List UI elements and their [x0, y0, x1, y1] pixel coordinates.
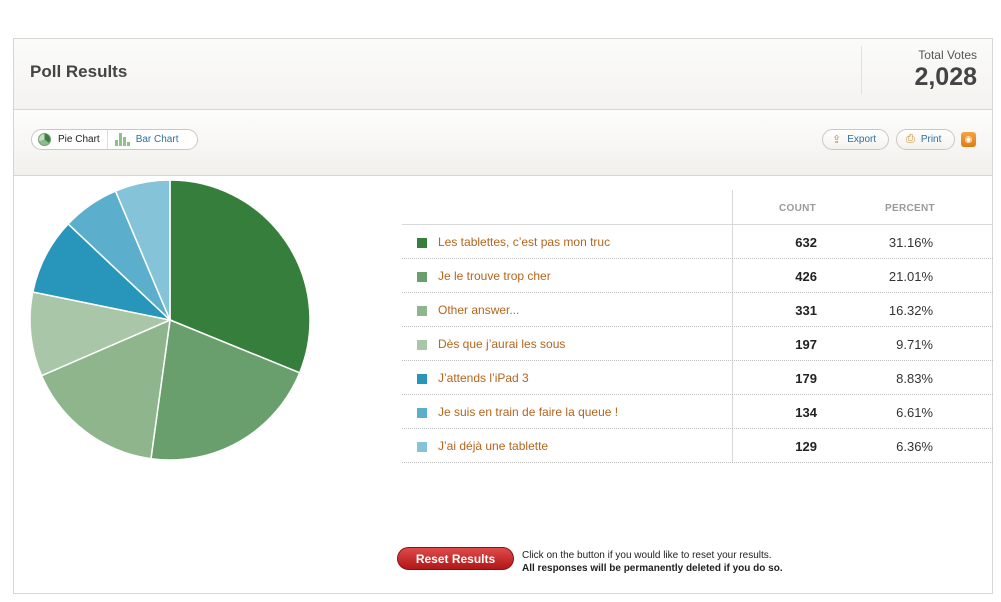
export-button[interactable]: ⇪ Export — [822, 129, 889, 150]
count-column-header: COUNT — [779, 203, 817, 214]
printer-icon: ⎙ — [906, 133, 915, 145]
header-divider — [861, 46, 862, 94]
print-label: Print — [920, 134, 942, 145]
answer-count: 331 — [795, 303, 817, 318]
answer-label[interactable]: Je le trouve trop cher — [438, 269, 551, 283]
legend-swatch — [417, 306, 427, 316]
pie-slice[interactable] — [150, 318, 301, 461]
pie-slice[interactable] — [40, 318, 171, 460]
pie-chart-tab[interactable]: Pie Chart — [32, 130, 108, 149]
answer-percent: 21.01% — [888, 269, 933, 284]
results-table: Les tablettes, c’est pas mon truc 632 31.1… — [402, 224, 993, 463]
print-button[interactable]: ⎙ Print — [896, 129, 955, 150]
page-title: Poll Results — [30, 62, 128, 81]
chart-type-toggle: Pie Chart Bar Chart — [31, 129, 198, 150]
answer-percent: 8.83% — [896, 371, 933, 386]
answer-count: 179 — [795, 371, 817, 386]
reset-results-button[interactable]: Reset Results — [397, 547, 514, 570]
legend-swatch — [417, 374, 427, 384]
answer-label[interactable]: Dès que j’aurai les sous — [438, 337, 566, 351]
bar-chart-tab-label: Bar Chart — [135, 134, 179, 145]
legend-swatch — [417, 272, 427, 282]
pie-slice[interactable] — [169, 179, 311, 374]
table-row: Other answer... 331 16.32% — [402, 293, 993, 327]
answer-label[interactable]: J’ai déjà une tablette — [438, 439, 549, 453]
chart-toolbar: Pie Chart Bar Chart ⇪ Export ⎙ Print ◉ — [14, 110, 992, 176]
answer-percent: 16.32% — [888, 303, 933, 318]
pie-chart-tab-label: Pie Chart — [58, 134, 100, 145]
legend-swatch — [417, 340, 427, 350]
pie-chart-icon — [38, 133, 51, 146]
percent-column-header: PERCENT — [885, 203, 935, 214]
answer-percent: 9.71% — [896, 337, 933, 352]
answer-percent: 6.61% — [896, 405, 933, 420]
table-row: Je suis en train de faire la queue ! 134 6… — [402, 395, 993, 429]
answer-label[interactable]: J’attends l’iPad 3 — [438, 371, 529, 385]
answer-label[interactable]: Les tablettes, c’est pas mon truc — [438, 235, 611, 249]
pie-chart — [29, 179, 311, 461]
rss-icon[interactable]: ◉ — [961, 132, 976, 147]
table-row: Les tablettes, c’est pas mon truc 632 31.1… — [402, 225, 993, 259]
table-row: J’ai déjà une tablette 129 6.36% — [402, 429, 993, 463]
legend-swatch — [417, 408, 427, 418]
answer-percent: 31.16% — [888, 235, 933, 250]
answer-count: 632 — [795, 235, 817, 250]
table-row: J’attends l’iPad 3 179 8.83% — [402, 361, 993, 395]
reset-note: Click on the button if you would like to… — [522, 549, 783, 575]
legend-swatch — [417, 442, 427, 452]
panel-header: Poll Results Total Votes 2,028 — [14, 39, 992, 110]
export-label: Export — [847, 134, 877, 145]
reset-note-warning: All responses will be permanently delete… — [522, 563, 783, 574]
answer-label[interactable]: Other answer... — [438, 303, 520, 317]
table-row: Je le trouve trop cher 426 21.01% — [402, 259, 993, 293]
answer-count: 134 — [795, 405, 817, 420]
table-row: Dès que j’aurai les sous 197 9.71% — [402, 327, 993, 361]
pie-slice[interactable] — [114, 179, 171, 321]
answer-count: 129 — [795, 439, 817, 454]
answer-percent: 6.36% — [896, 439, 933, 454]
answer-count: 197 — [795, 337, 817, 352]
total-votes-value: 2,028 — [914, 63, 977, 91]
reset-note-line1: Click on the button if you would like to… — [522, 550, 772, 561]
answer-count: 426 — [795, 269, 817, 284]
total-votes-label: Total Votes — [918, 48, 977, 62]
answer-label[interactable]: Je suis en train de faire la queue ! — [438, 405, 619, 419]
legend-swatch — [417, 238, 427, 248]
bar-chart-icon — [114, 133, 130, 146]
export-icon: ⇪ — [832, 134, 842, 146]
bar-chart-tab[interactable]: Bar Chart — [108, 130, 185, 149]
